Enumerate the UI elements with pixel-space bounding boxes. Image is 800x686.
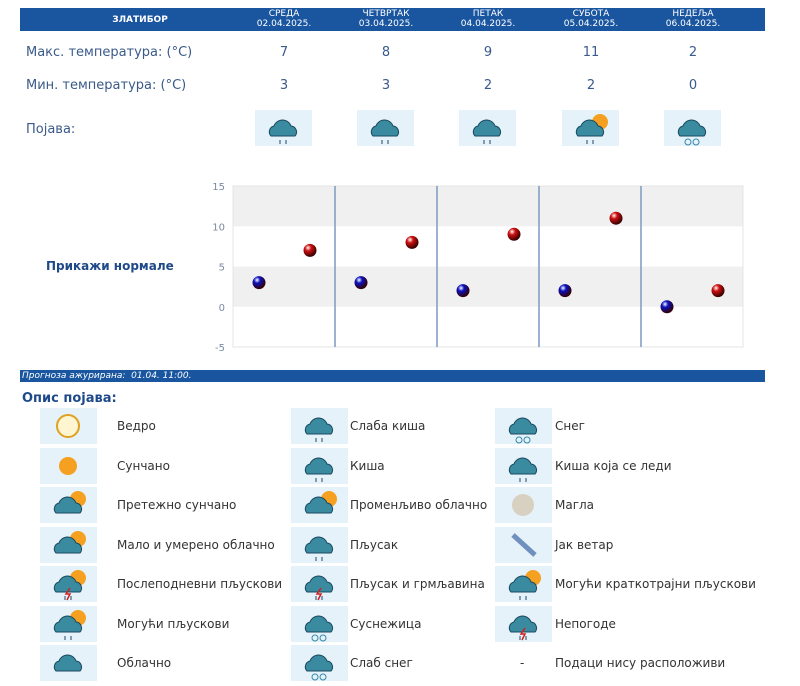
legend-label: Могући краткотрајни пљускови [555, 577, 756, 591]
day-name: ЧЕТВРТАК [362, 9, 410, 19]
legend-label: Јак ветар [555, 537, 614, 552]
y-tick-label: -5 [215, 343, 225, 354]
day-name: СУБОТА [572, 9, 610, 19]
max-temp-point [405, 235, 419, 249]
y-tick-label: 10 [212, 222, 225, 233]
temperature-chart: 15 10 5 0 -5 [212, 182, 744, 354]
snow-icon [495, 408, 552, 444]
max-temp-point [609, 211, 623, 225]
legend-label: Подаци нису расположиви [555, 656, 726, 670]
max-temp-label: Макс. температура: (°C) [26, 45, 193, 60]
legend-label: Слаба киша [350, 419, 426, 433]
band [233, 186, 743, 227]
min-temp-point [354, 276, 368, 290]
rain-icon [291, 447, 348, 484]
min-temp-point [456, 284, 470, 298]
day-header: НЕДЕЉА 06.04.2025. [643, 8, 743, 29]
max-temp-value: 9 [483, 45, 493, 60]
storm-icon [495, 605, 552, 642]
min-temp-value: 3 [279, 78, 289, 93]
min-temp-label: Мин. температура: (°C) [26, 78, 187, 93]
thunderstorm-icon [291, 566, 348, 602]
clear-icon [40, 408, 97, 444]
forecast-header: ЗЛАТИБОР СРЕДА 02.04.2025. ЧЕТВРТАК 03.04.2… [20, 8, 765, 31]
max-temp-value: 2 [688, 45, 698, 60]
show-normals-link[interactable]: Прикажи нормале [46, 259, 174, 273]
min-temp-point [660, 300, 674, 314]
legend-label: Пљусак [350, 537, 399, 552]
day-date: 06.04.2025. [665, 19, 721, 29]
legend-label: Киша [350, 458, 385, 473]
brief-showers-icon [495, 566, 552, 602]
day-name: СРЕДА [268, 9, 300, 19]
legend-label: Могући пљускови [117, 616, 230, 631]
day-date: 02.04.2025. [256, 19, 312, 29]
legend-label: Магла [555, 498, 595, 512]
phenomenon-label: Појава: [26, 122, 76, 137]
day-header: СРЕДА 02.04.2025. [234, 8, 334, 29]
day-name: НЕДЕЉА [672, 9, 714, 19]
min-temp-value: 2 [483, 78, 493, 93]
strong-wind-icon [495, 526, 552, 563]
y-tick-label: 0 [219, 303, 225, 314]
max-temp-point [507, 227, 521, 241]
legend-label: Снег [555, 419, 585, 433]
min-temp-value: 0 [688, 78, 698, 93]
legend-label: Сунчано [117, 458, 170, 473]
light-rain-icon [255, 110, 312, 146]
legend-label: Мало и умерено облачно [117, 537, 275, 552]
light-snow-icon [291, 645, 348, 681]
legend-label: Ведро [117, 419, 156, 433]
legend-title: Опис појава: [22, 391, 117, 406]
y-tick-label: 5 [219, 263, 225, 274]
updated-bar: Прогноза ажурирана: 01.04. 11:00. [20, 370, 765, 382]
partly-cloudy-rain-icon [562, 110, 619, 146]
day-date: 05.04.2025. [563, 19, 619, 29]
max-temp-point [303, 243, 317, 257]
min-temp-value: 3 [381, 78, 391, 93]
min-temp-value: 2 [586, 78, 596, 93]
legend-label: Слаб снег [350, 656, 413, 670]
no-data-symbol: - [520, 656, 525, 670]
day-header: СУБОТА 05.04.2025. [541, 8, 641, 29]
cloudy-icon [40, 645, 97, 681]
legend-label: Суснежица [350, 616, 422, 631]
max-temp-point [711, 284, 725, 298]
legend-label: Непогоде [555, 616, 616, 631]
min-temp-point [558, 284, 572, 298]
legend-label: Променљиво облачно [350, 498, 488, 512]
rain-icon [357, 110, 414, 146]
mostly-sunny-icon [40, 487, 97, 523]
possible-showers-icon [40, 605, 97, 642]
partly-cloudy-icon [40, 526, 97, 563]
plot-frame [232, 185, 744, 348]
location-name: ЗЛАТИБОР [112, 15, 168, 25]
afternoon-showers-icon [40, 566, 97, 602]
band [233, 266, 743, 307]
light-rain-icon [291, 408, 348, 444]
freezing-rain-icon [495, 447, 552, 484]
max-temp-value: 7 [279, 45, 289, 60]
fog-icon [495, 487, 552, 523]
variable-cloudy-icon [291, 487, 348, 523]
min-temp-point [252, 276, 266, 290]
sleet-icon [291, 605, 348, 642]
snow-icon [664, 110, 721, 146]
sunny-icon [40, 447, 97, 484]
y-tick-label: 15 [212, 182, 225, 193]
legend-label: Пљусак и грмљавина [350, 577, 485, 591]
max-temp-value: 8 [381, 45, 391, 60]
day-header: ПЕТАК 04.04.2025. [438, 8, 538, 29]
legend-label: Послеподневни пљускови [117, 577, 283, 591]
legend-label: Облачно [117, 656, 172, 670]
day-date: 04.04.2025. [460, 19, 516, 29]
light-rain-icon [459, 110, 516, 146]
day-header: ЧЕТВРТАК 03.04.2025. [336, 8, 436, 29]
legend-label: Киша која се леди [555, 458, 672, 473]
max-temp-value: 11 [582, 45, 600, 60]
shower-icon [291, 526, 348, 563]
day-name: ПЕТАК [472, 9, 504, 19]
legend-label: Претежно сунчано [117, 498, 237, 512]
day-date: 03.04.2025. [358, 19, 414, 29]
